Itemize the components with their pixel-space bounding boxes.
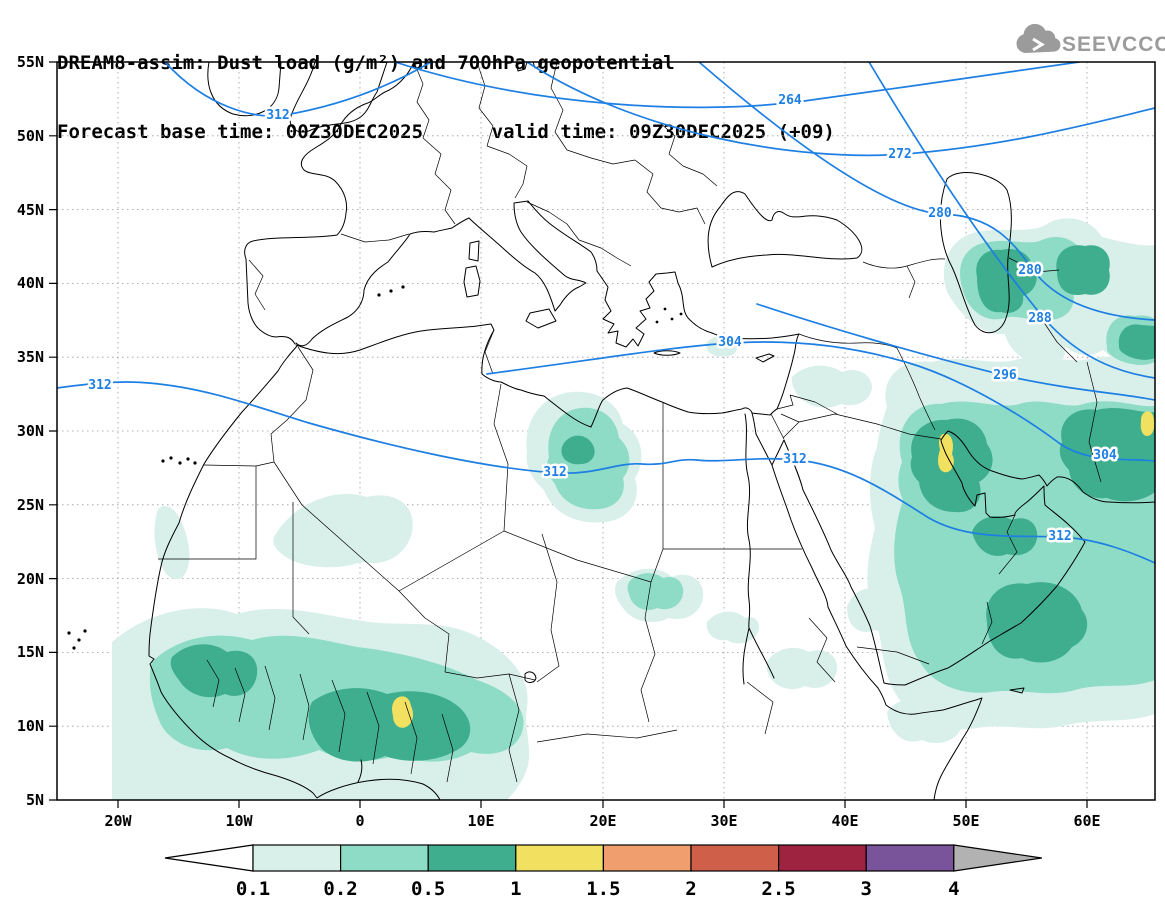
logo-text: SEEVCCC [1062,33,1165,56]
lon-axis-label: 20W [104,812,132,830]
contour-label: 280 [928,206,952,221]
lat-axis-label: 5N [26,791,44,809]
cloud-icon [1016,23,1061,53]
island-dots [67,285,683,650]
geopotential-contours [57,62,1155,564]
colorbar-tick-label: 3 [860,878,871,900]
contour-labels: 312 264 272 280 280 288 296 304 304 312 … [86,91,1120,547]
contour-304 [486,341,1155,462]
contour-label: 304 [1093,448,1117,463]
colorbar-tick-label: 0.2 [323,878,357,900]
lat-axis-label: 35N [17,348,44,366]
lon-axis-label: 10E [467,812,494,830]
colorbar-tick-labels: 0.1 0.2 0.5 1 1.5 2 2.5 3 4 [236,878,960,900]
contour-296 [756,303,1155,401]
contour-label: 312 [783,452,806,467]
colorbar-segment [427,844,517,872]
colorbar-tick-label: 2 [685,878,696,900]
contour-label: 264 [778,93,802,108]
dust-shading [112,218,1155,800]
colorbar-segment [340,844,429,872]
colorbar-segment [515,844,604,872]
country-borders [158,62,1102,783]
colorbar-segment [252,844,342,872]
contour-280 [698,62,1155,321]
colorbar-segment [602,844,692,872]
cloud-arrow-icon [1032,37,1045,52]
contour-label: 272 [888,147,911,162]
seevccc-logo: SEEVCCC [1016,23,1165,56]
colorbar-right-arrow [953,844,1042,872]
lon-axis-label: 40E [831,812,858,830]
colorbar-tick-label: 2.5 [761,878,795,900]
lon-axis-label: 10W [225,812,253,830]
contour-288 [868,62,1155,379]
colorbar-tick-label: 4 [948,878,959,900]
lon-axis-label: 0 [355,812,364,830]
contour-label: 280 [1018,263,1042,278]
lat-axis-label: 55N [17,53,44,71]
lat-axis-ticks [49,61,57,801]
map: 312 264 272 280 280 288 296 304 304 312 … [17,53,1156,830]
lat-axis-label: 10N [17,717,44,735]
contour-label: 288 [1028,311,1052,326]
contour-label: 312 [266,108,289,123]
contour-312-main [57,381,1155,564]
page-title: DREAM8-assim: Dust load (g/m²) and 700hP… [57,52,675,74]
colorbar-left-arrow [164,844,254,872]
contour-label: 312 [88,378,111,393]
lon-axis-label: 30E [710,812,737,830]
contour-272 [526,62,1155,157]
lon-axis-ticks [117,800,1088,808]
colorbar-segment [865,844,955,872]
colorbar: 0.1 0.2 0.5 1 1.5 2 2.5 3 4 [164,844,1042,900]
lat-axis-label: 25N [17,496,44,514]
lon-axis: 20W 10W 0 10E 20E 30E 40E 50E 60E [104,812,1100,830]
lat-axis-label: 50N [17,127,44,145]
colorbar-tick-label: 1 [510,878,521,900]
lat-axis-label: 40N [17,274,44,292]
contour-label: 296 [993,368,1017,383]
lat-axis-label: 20N [17,570,44,588]
contour-264 [394,62,1080,109]
lat-axis-label: 45N [17,201,44,219]
lat-axis: 55N 50N 45N 40N 35N 30N 25N 20N 15N 10N … [17,53,44,809]
contour-label: 304 [718,335,742,350]
colorbar-tick-label: 0.1 [236,878,270,900]
colorbar-tick-label: 1.5 [586,878,620,900]
dust-level-0p2 [149,236,1155,762]
contour-label: 312 [543,465,566,480]
colorbar-tick-label: 0.5 [411,878,445,900]
contour-label: 312 [1048,529,1071,544]
lon-axis-label: 20E [589,812,616,830]
colorbar-segment [777,844,867,872]
colorbar-segment [690,844,780,872]
lat-axis-label: 15N [17,643,44,661]
dust-level-0p5 [170,245,1155,762]
lon-axis-label: 50E [952,812,979,830]
lat-axis-label: 30N [17,422,44,440]
contour-312-nw [164,62,432,117]
lon-axis-label: 60E [1073,812,1100,830]
